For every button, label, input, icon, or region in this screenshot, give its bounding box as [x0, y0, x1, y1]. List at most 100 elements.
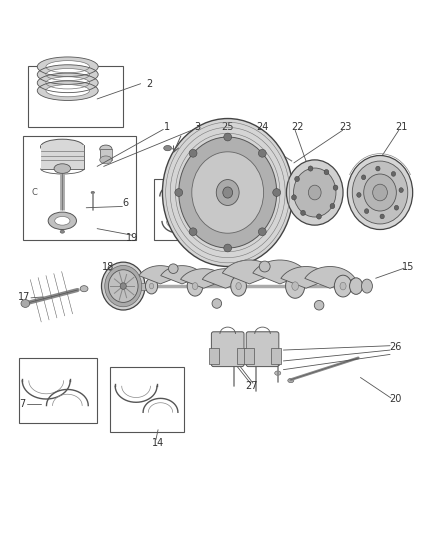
Ellipse shape — [273, 189, 281, 197]
Ellipse shape — [258, 149, 266, 157]
Ellipse shape — [46, 61, 89, 73]
Bar — [154, 180, 197, 240]
Bar — [41, 144, 84, 168]
Ellipse shape — [277, 154, 285, 159]
Text: 17: 17 — [18, 292, 30, 302]
Ellipse shape — [394, 205, 399, 210]
Polygon shape — [161, 265, 203, 284]
Ellipse shape — [54, 164, 71, 173]
Text: 14: 14 — [152, 438, 164, 448]
Bar — [19, 358, 97, 423]
Ellipse shape — [232, 363, 237, 366]
Ellipse shape — [192, 282, 198, 289]
Ellipse shape — [80, 286, 88, 292]
Ellipse shape — [308, 185, 321, 200]
Text: 27: 27 — [245, 381, 258, 391]
Polygon shape — [223, 260, 277, 284]
Text: 6: 6 — [122, 198, 128, 208]
Text: 21: 21 — [396, 122, 408, 132]
Ellipse shape — [300, 211, 305, 215]
Ellipse shape — [216, 180, 239, 205]
Ellipse shape — [37, 73, 98, 93]
Ellipse shape — [276, 363, 280, 366]
Ellipse shape — [105, 265, 142, 307]
Ellipse shape — [162, 118, 293, 266]
FancyBboxPatch shape — [212, 332, 244, 367]
Ellipse shape — [175, 189, 183, 197]
Ellipse shape — [288, 378, 294, 383]
FancyBboxPatch shape — [246, 332, 279, 367]
Ellipse shape — [317, 214, 321, 219]
Text: 19: 19 — [126, 233, 138, 243]
Ellipse shape — [120, 283, 126, 289]
Bar — [41, 144, 84, 168]
Ellipse shape — [292, 195, 297, 200]
Polygon shape — [281, 266, 331, 288]
Ellipse shape — [308, 166, 313, 171]
Ellipse shape — [373, 184, 387, 201]
Ellipse shape — [91, 191, 95, 193]
Polygon shape — [180, 269, 227, 288]
Ellipse shape — [187, 276, 203, 296]
Ellipse shape — [60, 230, 64, 233]
Ellipse shape — [293, 168, 336, 217]
Ellipse shape — [361, 279, 372, 293]
Text: 18: 18 — [102, 262, 114, 271]
Ellipse shape — [352, 161, 408, 224]
Ellipse shape — [46, 77, 89, 89]
Ellipse shape — [380, 214, 384, 219]
Ellipse shape — [361, 175, 366, 180]
Ellipse shape — [212, 298, 222, 308]
Ellipse shape — [295, 176, 300, 182]
Ellipse shape — [223, 187, 233, 198]
Ellipse shape — [109, 270, 138, 302]
Ellipse shape — [102, 262, 145, 310]
Ellipse shape — [164, 146, 172, 151]
Bar — [209, 348, 219, 365]
Text: 1: 1 — [164, 122, 170, 132]
Bar — [100, 149, 112, 160]
Ellipse shape — [48, 212, 77, 230]
Ellipse shape — [258, 228, 266, 236]
Ellipse shape — [364, 174, 396, 211]
Bar — [272, 348, 281, 365]
Text: 24: 24 — [256, 122, 268, 132]
Ellipse shape — [340, 282, 346, 290]
Ellipse shape — [37, 57, 98, 77]
Ellipse shape — [169, 264, 178, 273]
Ellipse shape — [21, 300, 30, 308]
Ellipse shape — [254, 363, 258, 366]
Text: 26: 26 — [389, 342, 402, 352]
Ellipse shape — [334, 275, 352, 297]
Ellipse shape — [391, 172, 396, 176]
Ellipse shape — [399, 188, 403, 192]
Bar — [244, 348, 254, 365]
Ellipse shape — [231, 276, 247, 296]
Ellipse shape — [330, 204, 335, 208]
Polygon shape — [202, 269, 249, 288]
Ellipse shape — [292, 282, 299, 290]
Ellipse shape — [333, 185, 338, 190]
Ellipse shape — [224, 244, 232, 252]
Bar — [237, 348, 246, 365]
Ellipse shape — [145, 278, 158, 294]
Ellipse shape — [37, 65, 98, 84]
Text: C: C — [32, 188, 38, 197]
Ellipse shape — [55, 216, 70, 225]
Ellipse shape — [46, 85, 89, 97]
Ellipse shape — [275, 371, 281, 375]
Bar — [110, 367, 184, 432]
Ellipse shape — [37, 81, 98, 100]
Ellipse shape — [149, 284, 154, 289]
Ellipse shape — [357, 192, 361, 197]
Ellipse shape — [100, 156, 112, 164]
Text: 7: 7 — [19, 399, 25, 409]
Bar — [100, 149, 112, 160]
Ellipse shape — [350, 278, 363, 294]
Ellipse shape — [192, 152, 264, 233]
Ellipse shape — [224, 133, 232, 141]
Bar — [23, 136, 136, 240]
Text: 25: 25 — [222, 122, 234, 132]
Ellipse shape — [100, 145, 112, 153]
Ellipse shape — [41, 139, 84, 155]
